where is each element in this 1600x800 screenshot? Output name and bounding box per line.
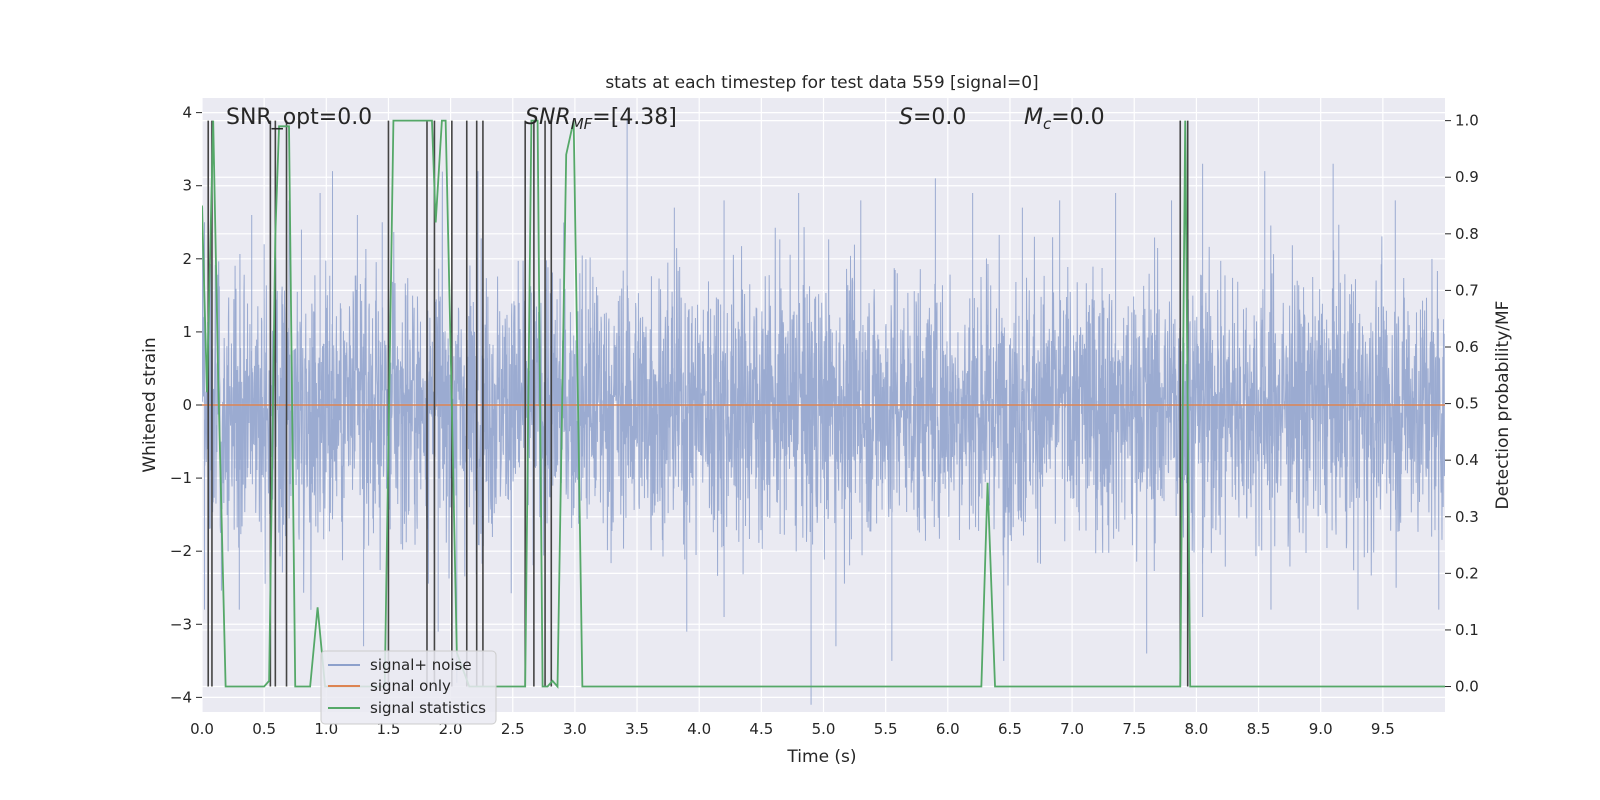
y-right-tick-label: 0.9 — [1455, 168, 1479, 186]
x-tick-label: 0.5 — [252, 720, 276, 738]
x-tick-label: 9.5 — [1371, 720, 1395, 738]
vertical-markers — [207, 120, 1189, 687]
y-left-tick-label: −1 — [170, 469, 192, 487]
y-right-tick-label: 0.2 — [1455, 564, 1479, 582]
y-right-tick-label: 0.0 — [1455, 678, 1479, 696]
annotation-s: S=0.0 — [899, 105, 966, 130]
series-signal-statistics — [202, 119, 1445, 689]
x-axis-label: Time (s) — [786, 747, 856, 767]
y-right-axis-label: Detection probability/MF — [1493, 301, 1513, 510]
x-tick-label: 0.0 — [190, 720, 214, 738]
x-tick-label: 8.5 — [1247, 720, 1271, 738]
x-tick-label: 5.5 — [874, 720, 898, 738]
y-left-axis-label: Whitened strain — [140, 337, 160, 472]
x-tick-label: 4.0 — [687, 720, 711, 738]
x-tick-label: 9.0 — [1309, 720, 1333, 738]
y-right-tick-label: 0.6 — [1455, 338, 1479, 356]
x-tick-label: 5.0 — [812, 720, 836, 738]
x-tick-label: 6.0 — [936, 720, 960, 738]
y-left-tick-label: −4 — [170, 688, 192, 706]
y-right-tick-label: 0.4 — [1455, 451, 1479, 469]
y-right-tick-label: 0.8 — [1455, 225, 1479, 243]
legend-label-signal-only: signal only — [370, 677, 451, 695]
y-right-tick-label: 0.1 — [1455, 621, 1479, 639]
y-left-tick-label: 1 — [182, 323, 192, 341]
x-tick-label: 6.5 — [998, 720, 1022, 738]
legend-box — [320, 650, 497, 725]
y-right-tick-label: 0.5 — [1455, 395, 1479, 413]
x-tick-label: 2.5 — [501, 720, 525, 738]
x-tick-label: 8.0 — [1184, 720, 1208, 738]
legend-label-statistics: signal statistics — [370, 699, 486, 717]
y-right-tick-label: 0.3 — [1455, 508, 1479, 526]
y-left-tick-label: 0 — [182, 396, 192, 414]
x-tick-label: 7.0 — [1060, 720, 1084, 738]
y-right-axis-ticks: 1.0 0.9 0.8 0.7 0.6 0.5 0.4 0.3 0.2 0.1 0.0 — [1445, 112, 1479, 696]
y-left-tick-label: −3 — [170, 615, 192, 633]
x-tick-label: 3.5 — [625, 720, 649, 738]
annotation-snr-mf: SNRMF=[4.38] — [525, 105, 677, 133]
annotation-mc: Mc=0.0 — [1024, 105, 1105, 133]
y-left-axis-ticks: 4 3 2 1 0 −1 −2 −3 −4 — [170, 104, 202, 706]
y-right-tick-label: 1.0 — [1455, 112, 1479, 130]
y-left-tick-label: −2 — [170, 542, 192, 560]
x-tick-label: 7.5 — [1122, 720, 1146, 738]
y-left-tick-label: 3 — [182, 177, 192, 195]
x-tick-label: 4.5 — [749, 720, 773, 738]
legend: signal+ noise signal only signal statist… — [320, 650, 497, 725]
series-signal-noise — [202, 119, 1445, 705]
annotation-snr-opt: SNR_opt=0.0 — [226, 105, 372, 130]
y-right-tick-label: 0.7 — [1455, 281, 1479, 299]
y-left-tick-label: 2 — [182, 250, 192, 268]
x-tick-label: 3.0 — [563, 720, 587, 738]
chart-title: stats at each timestep for test data 559… — [605, 73, 1038, 93]
legend-label-noise: signal+ noise — [370, 656, 472, 674]
y-left-tick-label: 4 — [182, 104, 192, 122]
